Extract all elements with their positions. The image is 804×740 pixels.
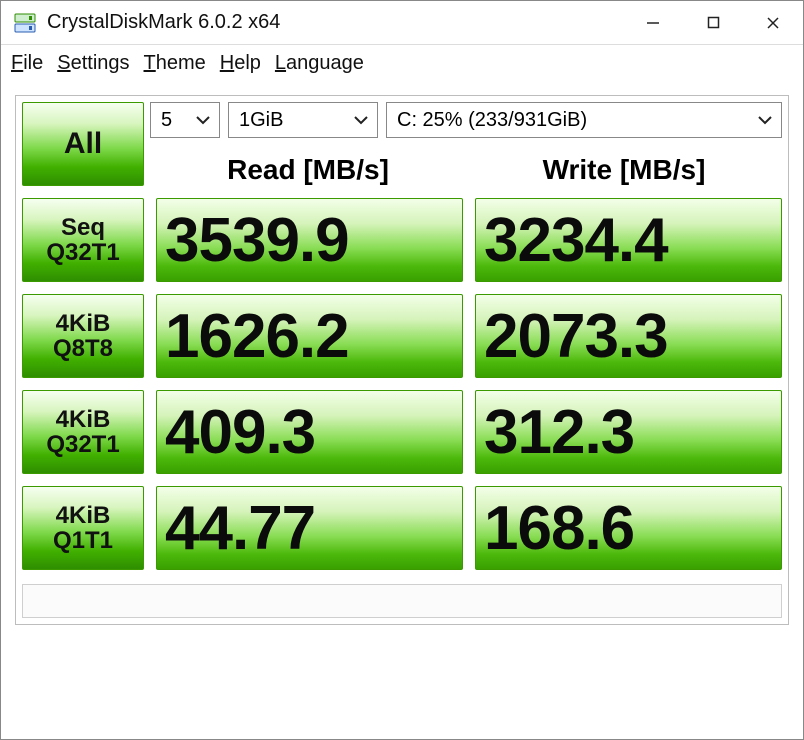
- seq-q32t1-read: 3539.9: [165, 205, 349, 276]
- window-title: CrystalDiskMark 6.0.2 x64: [47, 11, 623, 34]
- btn-line1: 4KiB: [56, 503, 111, 528]
- window-controls: [623, 1, 803, 44]
- chevron-down-icon: [757, 115, 773, 125]
- seq-q32t1-write: 3234.4: [484, 205, 668, 276]
- 4k-q8t8-write: 2073.3: [484, 301, 668, 372]
- menu-theme[interactable]: Theme: [144, 52, 206, 75]
- btn-line2: Q32T1: [46, 240, 119, 265]
- btn-line1: 4KiB: [56, 311, 111, 336]
- run-all-button[interactable]: All: [22, 102, 144, 186]
- runs-dropdown[interactable]: 5: [150, 102, 220, 138]
- menu-file[interactable]: File: [11, 52, 43, 75]
- 4k-q32t1-write-cell: 312.3: [475, 390, 782, 474]
- read-header: Read [MB/s]: [150, 154, 466, 186]
- run-4k-q32t1-button[interactable]: 4KiB Q32T1: [22, 390, 144, 474]
- menu-help[interactable]: Help: [220, 52, 261, 75]
- 4k-q8t8-read: 1626.2: [165, 301, 349, 372]
- maximize-button[interactable]: [683, 1, 743, 44]
- 4k-q32t1-write: 312.3: [484, 397, 634, 468]
- btn-line2: Q32T1: [46, 432, 119, 457]
- 4k-q1t1-write-cell: 168.6: [475, 486, 782, 570]
- 4k-q32t1-read-cell: 409.3: [156, 390, 463, 474]
- write-header: Write [MB/s]: [466, 154, 782, 186]
- run-4k-q1t1-button[interactable]: 4KiB Q1T1: [22, 486, 144, 570]
- btn-line2: Q1T1: [53, 528, 113, 553]
- status-bar: [22, 584, 782, 618]
- menu-language[interactable]: Language: [275, 52, 364, 75]
- chevron-down-icon: [195, 115, 211, 125]
- benchmark-grid: All 5 1GiB: [15, 95, 789, 625]
- 4k-q8t8-write-cell: 2073.3: [475, 294, 782, 378]
- menu-settings[interactable]: Settings: [57, 52, 129, 75]
- runs-value: 5: [161, 109, 172, 132]
- size-value: 1GiB: [239, 109, 283, 132]
- size-dropdown[interactable]: 1GiB: [228, 102, 378, 138]
- seq-q32t1-write-cell: 3234.4: [475, 198, 782, 282]
- 4k-q8t8-read-cell: 1626.2: [156, 294, 463, 378]
- drive-dropdown[interactable]: C: 25% (233/931GiB): [386, 102, 782, 138]
- run-seq-q32t1-button[interactable]: Seq Q32T1: [22, 198, 144, 282]
- menubar: File Settings Theme Help Language: [1, 45, 803, 81]
- 4k-q1t1-read-cell: 44.77: [156, 486, 463, 570]
- btn-line1: Seq: [61, 215, 105, 240]
- main-area: All 5 1GiB: [1, 81, 803, 635]
- btn-line1: 4KiB: [56, 407, 111, 432]
- 4k-q1t1-write: 168.6: [484, 493, 634, 564]
- minimize-button[interactable]: [623, 1, 683, 44]
- chevron-down-icon: [353, 115, 369, 125]
- app-icon: [13, 11, 37, 35]
- drive-value: C: 25% (233/931GiB): [397, 109, 587, 132]
- titlebar: CrystalDiskMark 6.0.2 x64: [1, 1, 803, 45]
- run-4k-q8t8-button[interactable]: 4KiB Q8T8: [22, 294, 144, 378]
- 4k-q1t1-read: 44.77: [165, 493, 315, 564]
- btn-line2: Q8T8: [53, 336, 113, 361]
- 4k-q32t1-read: 409.3: [165, 397, 315, 468]
- close-button[interactable]: [743, 1, 803, 44]
- seq-q32t1-read-cell: 3539.9: [156, 198, 463, 282]
- run-all-label: All: [64, 128, 102, 160]
